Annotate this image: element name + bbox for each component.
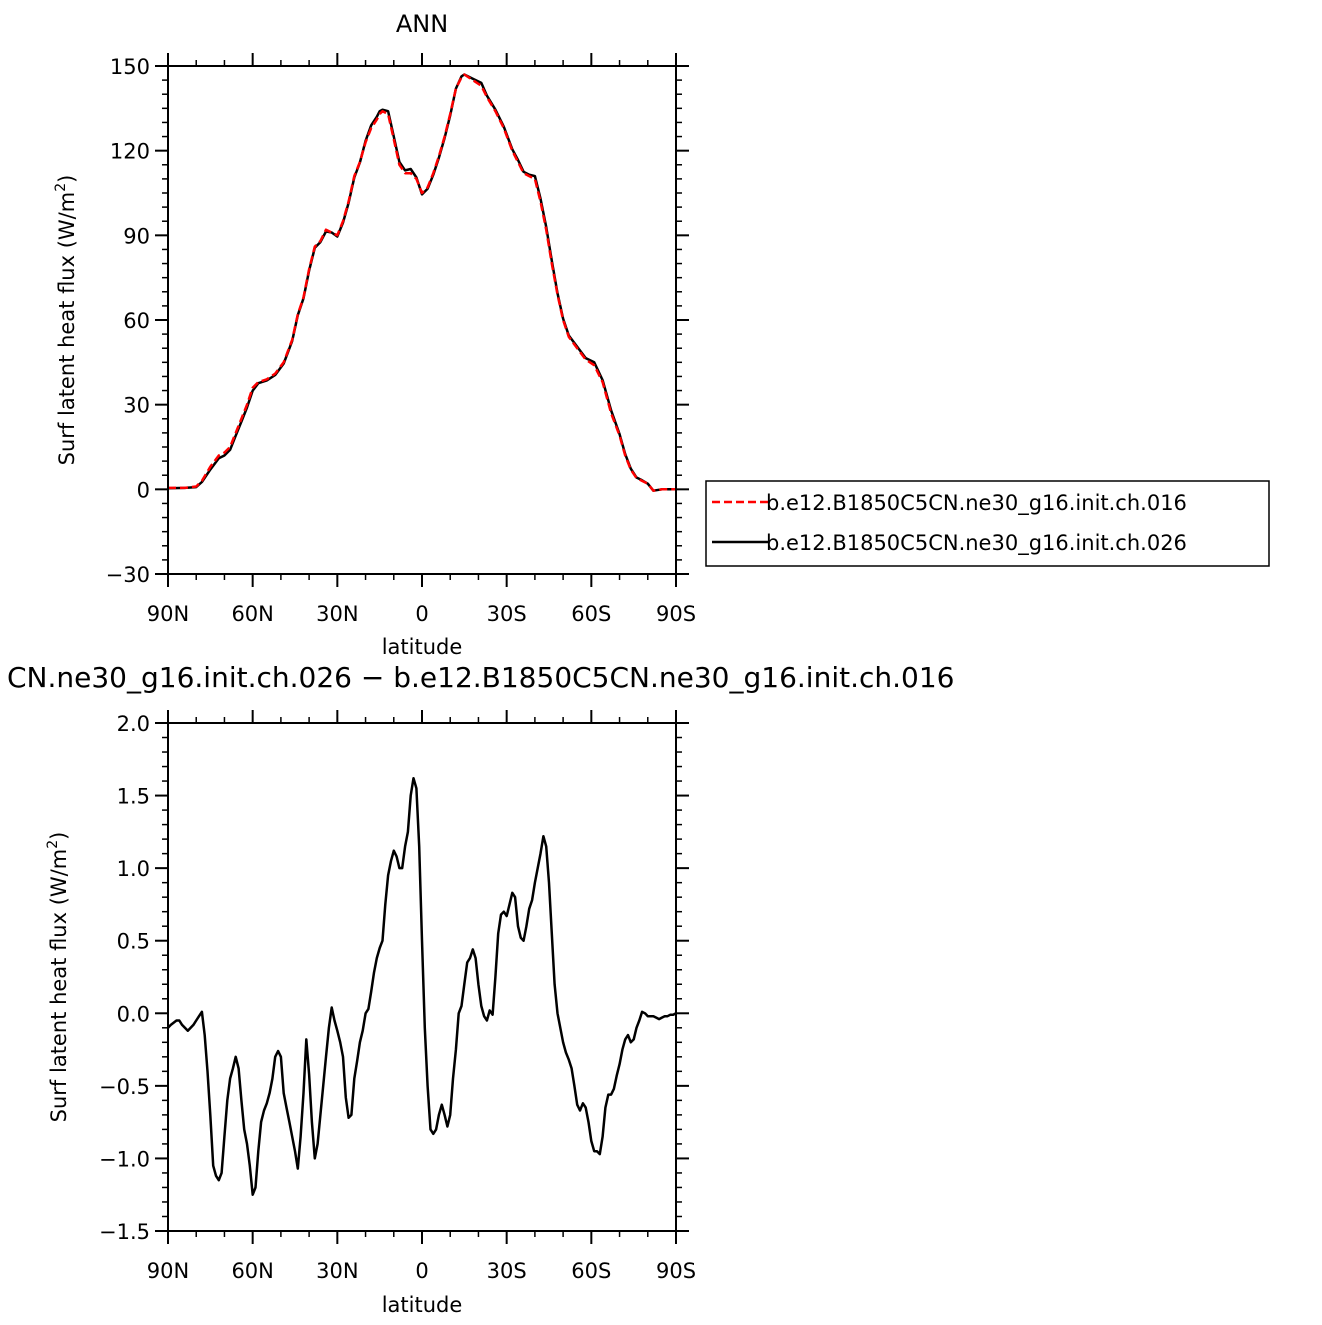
legend-label-026: b.e12.B1850C5CN.ne30_g16.init.ch.026 [766,531,1187,556]
top-series-line-1 [167,73,676,492]
top-xtick-label: 30N [316,602,358,626]
top-ylabel: Surf latent heat flux (W/m2) [53,175,79,466]
top-ytick-label: 90 [123,224,150,248]
top-ytick-label: 150 [110,55,150,79]
top-xlabel: latitude [382,635,463,659]
bottom-ytick-label: 0.0 [117,1002,150,1026]
top-xtick-label: 30S [487,602,527,626]
bottom-ytick-label: −1.0 [99,1147,150,1171]
top-series-group [167,73,676,492]
bottom-panel: CN.ne30_g16.init.ch.026 − b.e12.B1850C5C… [7,661,954,1317]
bottom-xlabel: latitude [382,1293,463,1317]
top-xtick-label: 90S [656,602,696,626]
bottom-ytick-label: −1.5 [99,1220,150,1244]
top-ytick-label: −30 [106,563,150,587]
top-ytick-label: 60 [123,309,150,333]
bottom-ylabel: Surf latent heat flux (W/m2) [45,832,71,1123]
top-xtick-label: 60N [231,602,273,626]
top-xtick-label: 90N [147,602,189,626]
bottom-xtick-label: 90S [656,1259,696,1283]
legend-box [705,480,1270,567]
bottom-xtick-label: 30S [487,1259,527,1283]
top-ylabel-main: Surf latent heat flux (W/m [55,192,79,466]
bottom-series-line-0 [167,776,677,1196]
bottom-ytick-label: −0.5 [99,1075,150,1099]
bottom-ytick-label: 0.5 [117,930,150,954]
top-series-line-0 [168,73,676,492]
top-ytick-label: 120 [110,140,150,164]
top-xtick-label: 60S [571,602,611,626]
bottom-series-group [167,776,677,1196]
bottom-xtick-label: 30N [316,1259,358,1283]
legend-label-016: b.e12.B1850C5CN.ne30_g16.init.ch.016 [766,491,1187,516]
top-ytick-label: 30 [123,394,150,418]
top-title: ANN [396,10,448,38]
bottom-ytick-label: 1.5 [117,785,150,809]
bottom-axes: 90N 60N 30N 0 30S 60S 90S 2.0 1.5 1.0 0.5 0.0 −0.5 −1… [99,710,696,1283]
top-panel: ANN 90N 60N 30N 0 30S 60S 90S1501209060300−30 … [53,10,696,659]
bottom-xtick-label: 60S [571,1259,611,1283]
bottom-xtick-label: 60N [231,1259,273,1283]
top-ytick-label: 0 [137,478,150,502]
bottom-ytick-label: 1.0 [117,857,150,881]
bottom-xtick-label: 0 [415,1259,428,1283]
bottom-xtick-label: 90N [147,1259,189,1283]
top-plot-frame [167,65,677,575]
top-ylabel-superscript: 2 [53,183,69,192]
top-ylabel-tail: ) [55,175,79,183]
bottom-title: CN.ne30_g16.init.ch.026 − b.e12.B1850C5C… [7,661,954,694]
bottom-ylabel-main: Surf latent heat flux (W/m [47,849,71,1123]
bottom-plot-frame [167,722,677,1232]
bottom-ylabel-tail: ) [47,832,71,840]
bottom-ytick-label: 2.0 [117,712,150,736]
top-xtick-label: 0 [415,602,428,626]
bottom-ylabel-superscript: 2 [45,840,61,849]
legend: b.e12.B1850C5CN.ne30_g16.init.ch.016 b.e… [705,480,1270,567]
top-axes: 90N 60N 30N 0 30S 60S 90S 150 120 90 60 30 0 −30 [106,53,696,626]
